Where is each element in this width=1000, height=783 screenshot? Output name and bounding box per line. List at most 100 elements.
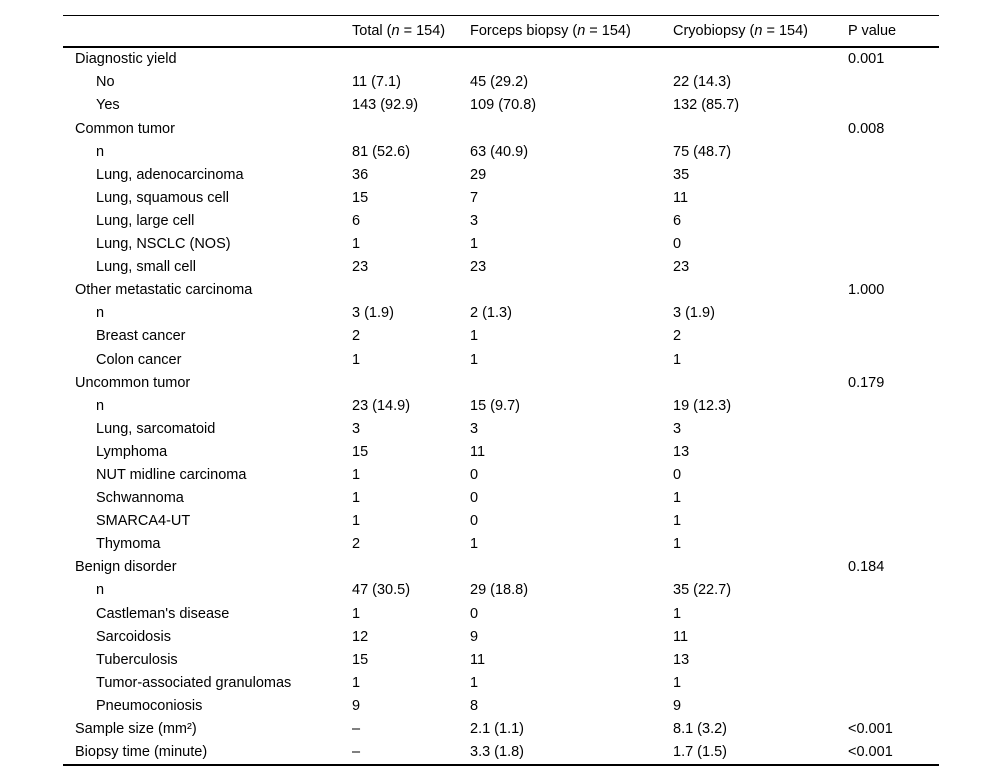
table-row: NUT midline carcinoma 1 0 0 <box>63 464 939 487</box>
cell-cryobiopsy: 1 <box>673 490 682 507</box>
table-header-row: Total (n = 154) Forceps biopsy (n = 154)… <box>63 16 939 48</box>
cell-forceps-biopsy: 109 (70.8) <box>470 97 537 114</box>
cell-label: Yes <box>96 97 120 114</box>
cell-forceps-biopsy: 29 <box>470 166 487 183</box>
table-row: Colon cancer 1 1 1 <box>63 348 939 371</box>
header-text: = 154) <box>399 22 446 39</box>
header-cell-total: Total (n = 154) <box>352 24 470 39</box>
table-row: n 3 (1.9) 2 (1.3) 3 (1.9) <box>63 302 939 325</box>
table-row: Lung, small cell 23 23 23 <box>63 256 939 279</box>
table-row: No 11 (7.1) 45 (29.2) 22 (14.3) <box>63 71 939 94</box>
table-row: Thymoma 2 1 1 <box>63 533 939 556</box>
cell-total: 143 (92.9) <box>352 97 419 114</box>
header-n-italic: n <box>754 22 763 39</box>
cell-p-value: 1.000 <box>848 282 885 299</box>
header-cell-p-value: P value <box>848 24 939 39</box>
table-row: Lung, NSCLC (NOS) 1 1 0 <box>63 233 939 256</box>
cell-p-value: 0.008 <box>848 120 885 137</box>
cell-cryobiopsy: 23 <box>673 259 690 276</box>
cell-forceps-biopsy: 1 <box>470 351 479 368</box>
results-table: Total (n = 154) Forceps biopsy (n = 154)… <box>63 15 939 766</box>
cell-total: – <box>352 721 361 738</box>
table-row: Pneumoconiosis 9 8 9 <box>63 695 939 718</box>
cell-cryobiopsy: 35 <box>673 166 690 183</box>
cell-forceps-biopsy: 0 <box>470 466 479 483</box>
table-row: Lung, adenocarcinoma 36 29 35 <box>63 163 939 186</box>
cell-forceps-biopsy: 11 <box>470 651 486 668</box>
table-row: Common tumor 0.008 <box>63 117 939 140</box>
table-row: SMARCA4-UT 1 0 1 <box>63 510 939 533</box>
cell-total: – <box>352 744 361 761</box>
cell-total: 81 (52.6) <box>352 143 411 160</box>
cell-total: 2 <box>352 328 361 345</box>
cell-label: No <box>96 74 115 91</box>
table-row: Lung, squamous cell 15 7 11 <box>63 187 939 210</box>
cell-cryobiopsy: 1 <box>673 351 682 368</box>
cell-label: Biopsy time (minute) <box>75 744 208 761</box>
cell-total: 23 (14.9) <box>352 397 411 414</box>
cell-label: Sarcoidosis <box>96 628 171 645</box>
cell-cryobiopsy: 11 <box>673 628 689 645</box>
table-row: Biopsy time (minute) – 3.3 (1.8) 1.7 (1.5) <… <box>63 741 939 764</box>
header-text: P value <box>848 22 897 39</box>
cell-forceps-biopsy: 23 <box>470 259 487 276</box>
table-row: Tuberculosis 15 11 13 <box>63 648 939 671</box>
cell-label: Breast cancer <box>96 328 186 345</box>
cell-forceps-biopsy: 3 <box>470 212 479 229</box>
table-row: Benign disorder 0.184 <box>63 556 939 579</box>
cell-cryobiopsy: 1 <box>673 674 682 691</box>
cell-forceps-biopsy: 2.1 (1.1) <box>470 721 524 738</box>
cell-total: 6 <box>352 212 361 229</box>
cell-cryobiopsy: 1 <box>673 513 682 530</box>
cell-label: Thymoma <box>96 536 161 553</box>
cell-total: 15 <box>352 651 369 668</box>
cell-label: Lung, sarcomatoid <box>96 420 216 437</box>
cell-label: n <box>96 582 105 599</box>
table-row: Uncommon tumor 0.179 <box>63 371 939 394</box>
cell-forceps-biopsy: 0 <box>470 490 479 507</box>
cell-label: Lung, small cell <box>96 259 196 276</box>
cell-total: 3 <box>352 420 361 437</box>
cell-label: n <box>96 305 105 322</box>
cell-label: Common tumor <box>75 120 175 137</box>
cell-label: Lymphoma <box>96 443 168 460</box>
cell-label: Other metastatic carcinoma <box>75 282 253 299</box>
cell-forceps-biopsy: 63 (40.9) <box>470 143 529 160</box>
cell-forceps-biopsy: 2 (1.3) <box>470 305 512 322</box>
cell-label: Schwannoma <box>96 490 184 507</box>
cell-cryobiopsy: 13 <box>673 651 690 668</box>
cell-cryobiopsy: 1.7 (1.5) <box>673 744 727 761</box>
cell-label: Tuberculosis <box>96 651 178 668</box>
cell-label: Lung, squamous cell <box>96 189 229 206</box>
cell-label: Sample size (mm²) <box>75 721 197 738</box>
cell-label: n <box>96 143 105 160</box>
cell-label: Pneumoconiosis <box>96 697 203 714</box>
cell-forceps-biopsy: 3 <box>470 420 479 437</box>
cell-forceps-biopsy: 1 <box>470 674 479 691</box>
cell-total: 3 (1.9) <box>352 305 394 322</box>
cell-forceps-biopsy: 15 (9.7) <box>470 397 520 414</box>
cell-label: SMARCA4-UT <box>96 513 191 530</box>
table-row: n 23 (14.9) 15 (9.7) 19 (12.3) <box>63 394 939 417</box>
header-text: = 154) <box>762 22 809 39</box>
cell-label: Uncommon tumor <box>75 374 191 391</box>
table-row: Castleman's disease 1 0 1 <box>63 602 939 625</box>
cell-total: 47 (30.5) <box>352 582 411 599</box>
cell-cryobiopsy: 1 <box>673 536 682 553</box>
cell-label: Benign disorder <box>75 559 177 576</box>
cell-cryobiopsy: 0 <box>673 466 682 483</box>
cell-forceps-biopsy: 29 (18.8) <box>470 582 529 599</box>
table-row: Lymphoma 15 11 13 <box>63 441 939 464</box>
table-body: Diagnostic yield 0.001 No 11 (7.1) 45 (29.2)… <box>63 48 939 764</box>
cell-total: 1 <box>352 674 361 691</box>
cell-cryobiopsy: 6 <box>673 212 682 229</box>
cell-total: 15 <box>352 189 369 206</box>
cell-p-value: 0.179 <box>848 374 885 391</box>
cell-total: 1 <box>352 466 361 483</box>
cell-label: Castleman's disease <box>96 605 230 622</box>
cell-cryobiopsy: 11 <box>673 189 689 206</box>
cell-label: n <box>96 397 105 414</box>
cell-total: 2 <box>352 536 361 553</box>
cell-forceps-biopsy: 9 <box>470 628 479 645</box>
